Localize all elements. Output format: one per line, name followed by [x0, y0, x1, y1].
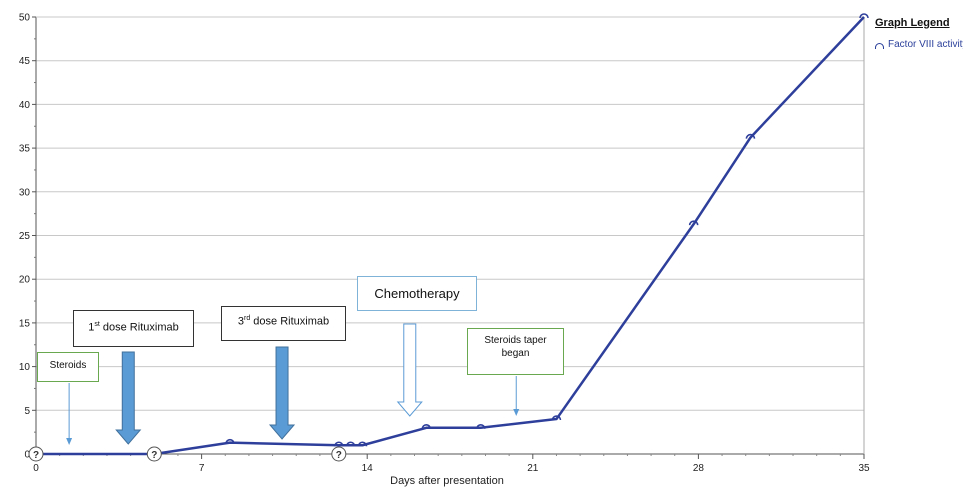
y-tick-label: 35: [19, 144, 31, 155]
y-tick-label: 40: [19, 100, 31, 111]
steroids-arrow-head: [66, 438, 73, 445]
data-point: [745, 133, 756, 139]
question-marker-label: ?: [336, 450, 342, 461]
series-line: [36, 16, 865, 456]
data-point: [345, 441, 356, 447]
legend-label: Factor VIII activity: [888, 39, 963, 50]
data-point: [334, 441, 344, 447]
annotation-rituximab-3: 3rd dose Rituximab: [221, 306, 346, 341]
y-tick-label: 5: [24, 406, 30, 417]
annotation-steroids: Steroids: [37, 352, 99, 382]
y-tick-label: 50: [19, 13, 31, 24]
gridlines: [36, 16, 864, 411]
data-point: [421, 423, 432, 429]
x-tick-label: 28: [693, 463, 705, 474]
y-tick-label: 30: [19, 187, 31, 198]
taper-arrow-head: [513, 409, 520, 416]
x-axis-title: Days after presentation: [390, 475, 504, 487]
series-factor-viii: [31, 13, 869, 456]
annotation-steroid-taper: Steroids taper began: [467, 328, 564, 375]
y-tick-label: 10: [19, 362, 31, 373]
data-point: [357, 441, 368, 447]
question-marker: [28, 446, 44, 462]
data-point: [688, 220, 699, 226]
semicircle-marker-icon: [875, 42, 884, 49]
rituximab-3-arrow: [268, 346, 296, 440]
x-tick-label: 0: [33, 463, 39, 474]
legend-item-factor-viii: Factor VIII activity: [875, 39, 963, 50]
axes: [35, 16, 865, 455]
data-point: [225, 438, 235, 444]
chemotherapy-arrow: [396, 323, 423, 417]
x-tick-label: 7: [199, 463, 205, 474]
y-axis-ticks: 0 5 10 15 20 25 30 35 40 45 50: [19, 13, 36, 461]
y-tick-label: 15: [19, 318, 31, 329]
question-marker: [146, 446, 162, 462]
question-marker-label: ?: [151, 450, 157, 461]
y-tick-label: 0: [24, 450, 30, 461]
annotation-arrows: [66, 323, 520, 445]
x-tick-label: 35: [858, 463, 870, 474]
x-axis-ticks: 0 7 14 21 28 35: [33, 454, 870, 474]
y-tick-label: 25: [19, 231, 31, 242]
y-tick-label: 45: [19, 56, 31, 67]
question-marker: [331, 446, 347, 462]
legend-title: Graph Legend: [875, 17, 950, 29]
data-point: [551, 415, 562, 421]
y-tick-label: 20: [19, 275, 31, 286]
x-tick-label: 21: [527, 463, 539, 474]
question-marker-label: ?: [33, 450, 39, 461]
x-tick-label: 14: [362, 463, 374, 474]
annotation-chemotherapy: Chemotherapy: [357, 276, 477, 311]
below-detection-markers: ???: [28, 446, 347, 462]
data-point: [475, 423, 486, 429]
data-point: [859, 13, 869, 19]
rituximab-1-arrow: [115, 351, 142, 445]
annotation-rituximab-1: 1st dose Rituximab: [73, 310, 194, 347]
